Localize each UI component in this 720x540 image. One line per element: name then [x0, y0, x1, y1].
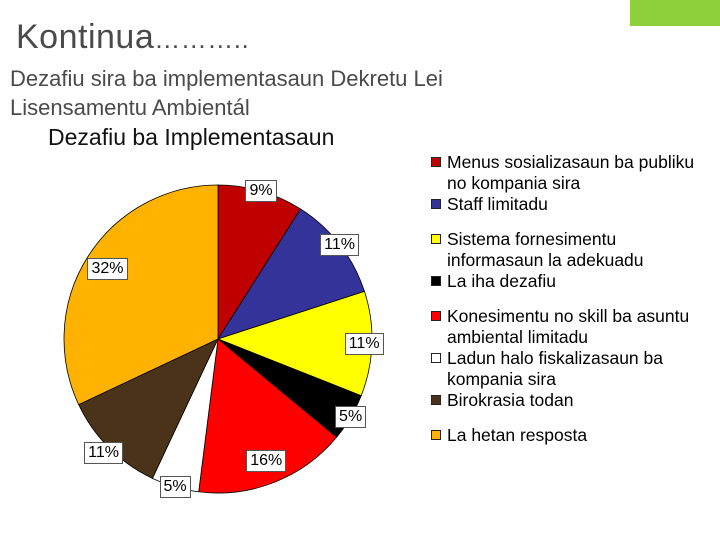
legend-label: Birokrasia todan	[447, 390, 574, 410]
slide-title: Kontinua………..	[16, 18, 250, 56]
legend-item: Konesimentu no skill ba asuntu ambiental…	[431, 306, 711, 348]
legend-item: Staff limitadu	[431, 194, 711, 215]
legend-label: Staff limitadu	[447, 194, 548, 214]
legend-swatch	[431, 430, 441, 440]
pie-data-label: 11%	[84, 442, 123, 465]
legend-label: Menus sosializasaun ba publiku no kompan…	[447, 152, 695, 193]
legend-label: Ladun halo fiskalizasaun ba kompania sir…	[447, 348, 663, 389]
pie-data-label: 32%	[87, 257, 128, 280]
legend-swatch	[431, 199, 441, 209]
legend-item: Birokrasia todan	[431, 390, 711, 411]
legend-label: La hetan resposta	[447, 425, 588, 445]
legend-item: La iha dezafiu	[431, 271, 711, 292]
legend-label: Sistema fornesimentu informasaun la adek…	[447, 229, 644, 270]
slide-subtitle: Dezafiu sira ba implementasaun Dekretu L…	[10, 66, 443, 120]
legend-swatch	[431, 311, 441, 321]
legend-label: La iha dezafiu	[447, 271, 556, 291]
pie-data-label: 5%	[335, 406, 367, 429]
legend-item: Ladun halo fiskalizasaun ba kompania sir…	[431, 348, 711, 390]
legend-item: Sistema fornesimentu informasaun la adek…	[431, 229, 711, 271]
legend-swatch	[431, 157, 441, 167]
accent-bar	[630, 0, 720, 26]
pie-slice	[198, 338, 338, 494]
chart-legend: Menus sosializasaun ba publiku no kompan…	[431, 152, 711, 446]
legend-swatch	[431, 353, 441, 363]
pie-data-label: 16%	[246, 449, 287, 472]
pie-data-label: 11%	[320, 233, 360, 256]
legend-item: Menus sosializasaun ba publiku no kompan…	[431, 152, 711, 194]
pie-data-label: 9%	[245, 180, 277, 203]
legend-label: Konesimentu no skill ba asuntu ambiental…	[447, 306, 690, 347]
legend-swatch	[431, 234, 441, 244]
chart-title: Dezafiu ba Implementasaun	[48, 124, 335, 150]
pie-slice	[63, 184, 219, 406]
legend-swatch	[431, 276, 441, 286]
legend-swatch	[431, 395, 441, 405]
pie-data-label: 11%	[344, 332, 384, 355]
pie-data-label: 5%	[159, 475, 191, 498]
legend-item: La hetan resposta	[431, 425, 711, 446]
